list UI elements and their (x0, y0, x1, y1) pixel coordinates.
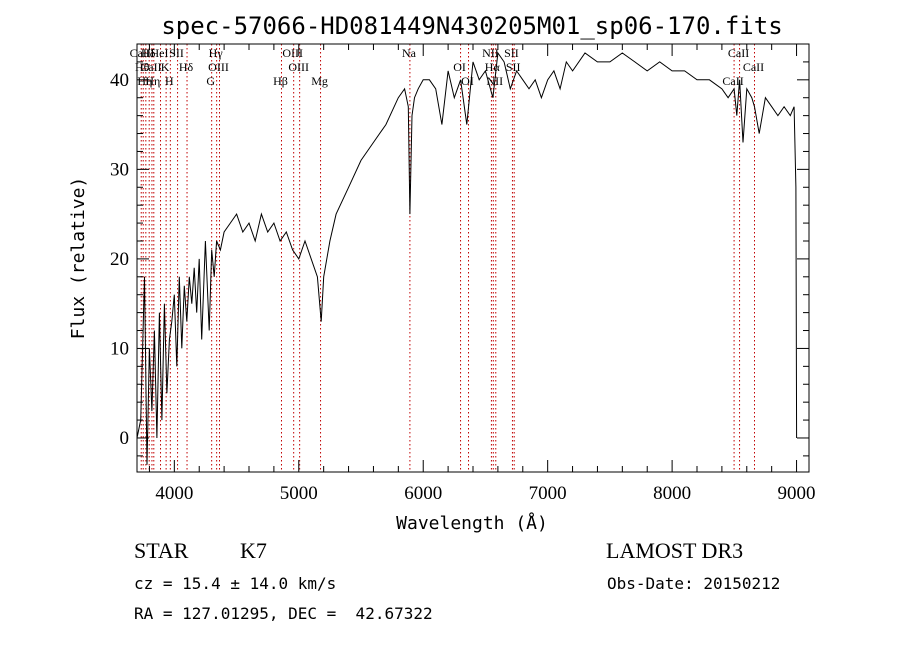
line-label: NII (482, 46, 499, 60)
line-label: G (206, 74, 215, 88)
line-label: CaII (728, 46, 749, 60)
line-label: SII (504, 46, 519, 60)
y-tick-label: 30 (110, 159, 129, 180)
observation-date: Obs-Date: 20150212 (607, 574, 781, 593)
line-label: Hγ (209, 46, 224, 60)
y-tick-label: 10 (110, 338, 129, 359)
line-label: OI (461, 74, 474, 88)
x-tick-label: 4000 (155, 483, 193, 504)
redshift-value: cz = 15.4 ± 14.0 km/s (134, 574, 337, 593)
line-label: Hη (145, 74, 160, 88)
plot-frame (136, 43, 810, 473)
coordinates: RA = 127.01295, DEC = 42.67322 (134, 604, 433, 623)
line-label: CaII (140, 60, 161, 74)
line-label: Mg (311, 74, 328, 88)
spectral-line-labels: CaIIHθHηHδCaIIHηHeIKHSIIHδGHγOIIIHβOIIIO… (130, 46, 765, 88)
chart-title: spec-57066-HD081449N430205M01_sp06-170.f… (161, 12, 782, 40)
x-tick-label: 9000 (778, 483, 816, 504)
x-tick-label: 7000 (529, 483, 567, 504)
y-axis-label: Flux (relative) (68, 177, 89, 340)
spectral-line-markers (140, 44, 755, 472)
line-label: CaII (722, 74, 743, 88)
line-label: K (161, 60, 170, 74)
object-class: STAR (134, 538, 189, 563)
line-label: OIII (282, 46, 303, 60)
line-label: Hβ (273, 74, 288, 88)
line-label: Hα (485, 60, 501, 74)
y-tick-label: 40 (110, 70, 129, 91)
line-label: NII (486, 74, 503, 88)
line-label: CaII (743, 60, 764, 74)
line-label: Hδ (141, 46, 156, 60)
line-label: SII (506, 60, 521, 74)
x-tick-label: 5000 (280, 483, 318, 504)
line-label: OIII (288, 60, 309, 74)
y-tick-label: 20 (110, 249, 129, 270)
line-label: Hθ (135, 60, 150, 74)
x-axis-label: Wavelength (Å) (396, 512, 548, 534)
x-axis-ticks: 4000 5000 6000 7000 8000 9000 (148, 44, 816, 504)
line-label: Hη (137, 74, 152, 88)
x-tick-label: 6000 (404, 483, 442, 504)
line-label: Hδ (179, 60, 194, 74)
line-label: Na (402, 46, 417, 60)
y-axis-ticks: 0 10 20 30 40 (110, 43, 809, 457)
survey-name: LAMOST DR3 (606, 538, 744, 563)
spectrum-line (136, 51, 798, 465)
line-label: HeI (151, 46, 169, 60)
x-tick-label: 8000 (653, 483, 691, 504)
line-label: SII (169, 46, 184, 60)
line-label: CaII (130, 46, 151, 60)
line-label: H (165, 74, 174, 88)
line-label: OI (453, 60, 466, 74)
y-tick-label: 0 (120, 428, 130, 449)
object-subclass: K7 (240, 538, 267, 563)
line-label: OIII (208, 60, 229, 74)
